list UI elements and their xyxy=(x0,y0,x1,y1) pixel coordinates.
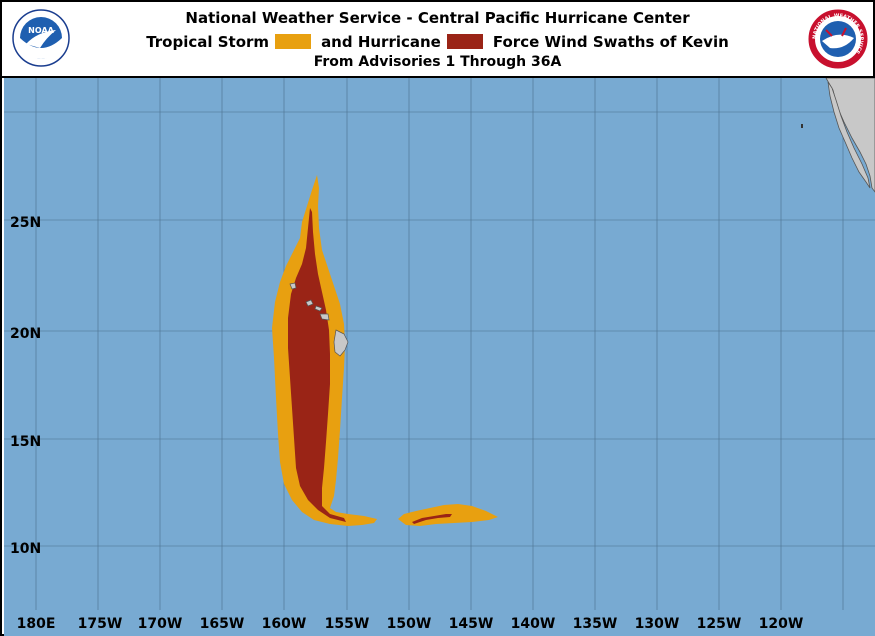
lon-label: 135W xyxy=(573,616,618,632)
lat-label: 10N xyxy=(10,541,41,557)
hurricane-swath-east xyxy=(412,514,452,524)
ocean xyxy=(4,78,875,636)
lat-labels: 25N 20N 15N 10N xyxy=(10,215,41,557)
nws-logo: NATIONAL WEATHER SERVICE xyxy=(808,9,868,69)
hawaiian-islands xyxy=(289,282,349,357)
subtitle-part3: Force Wind Swaths of Kevin xyxy=(492,33,729,51)
lon-labels: 180E 175W 170W 165W 160W 155W 150W 145W … xyxy=(17,616,804,632)
lon-label: 140W xyxy=(511,616,556,632)
hurricane-swatch xyxy=(446,34,483,49)
subtitle-part2: and Hurricane xyxy=(321,33,441,51)
subtitle-part1: Tropical Storm xyxy=(146,33,270,51)
lat-label: 15N xyxy=(10,434,41,450)
baja-peninsula xyxy=(827,81,871,189)
lon-label: 120W xyxy=(759,616,804,632)
lat-label: 25N xyxy=(10,215,41,231)
noaa-logo: NOAA xyxy=(12,9,70,67)
header-title: National Weather Service - Central Pacif… xyxy=(185,9,690,27)
tropical-storm-swatch xyxy=(275,34,312,49)
header: NOAA National Weather Service - Central … xyxy=(2,2,873,78)
header-advisories: From Advisories 1 Through 36A xyxy=(313,54,562,70)
header-subtitle: Tropical Storm and Hurricane Force Wind Sw… xyxy=(2,33,873,51)
lon-label: 180E xyxy=(17,616,56,632)
island-mark xyxy=(801,124,803,128)
map: 25N 20N 15N 10N 180E 175W 170W 165W 160W… xyxy=(4,78,875,636)
lon-label: 175W xyxy=(78,616,123,632)
lon-label: 145W xyxy=(449,616,494,632)
lon-label: 170W xyxy=(138,616,183,632)
lon-label: 150W xyxy=(387,616,432,632)
noaa-logo-text: NOAA xyxy=(28,26,54,35)
lon-label: 125W xyxy=(697,616,742,632)
lon-label: 130W xyxy=(635,616,680,632)
lon-label: 160W xyxy=(262,616,307,632)
lon-label: 155W xyxy=(325,616,370,632)
lat-label: 20N xyxy=(10,326,41,342)
lon-label: 165W xyxy=(200,616,245,632)
hurricane-swath-main xyxy=(288,208,346,522)
